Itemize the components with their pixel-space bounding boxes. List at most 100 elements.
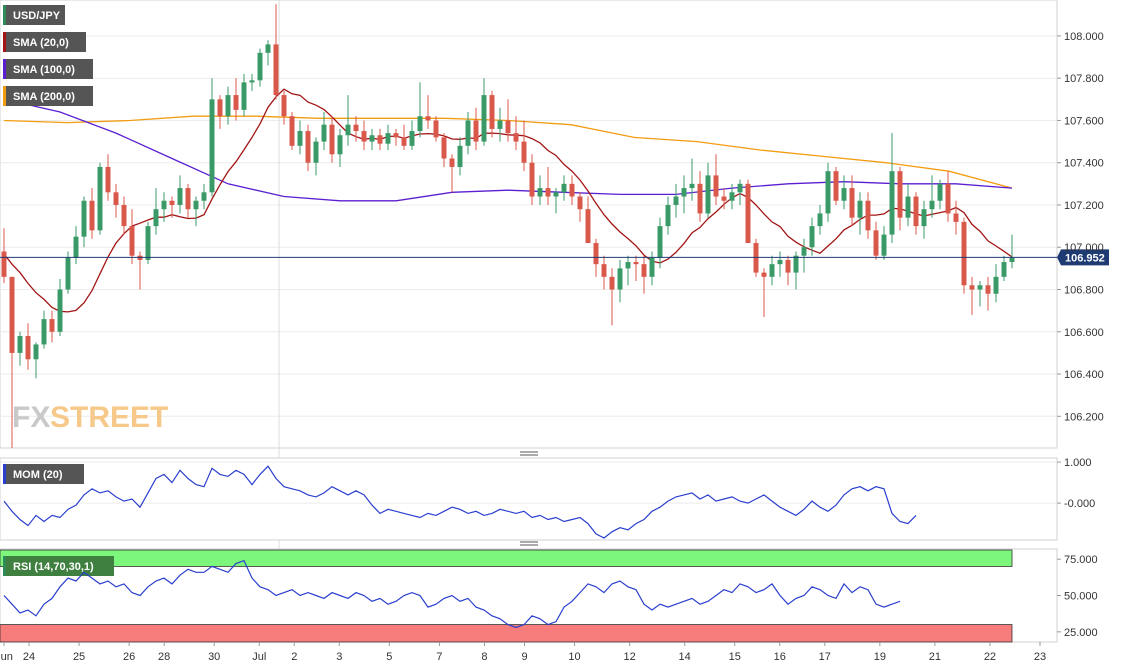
legend-box: [6, 59, 93, 79]
y-tick-label: 107.800: [1064, 73, 1104, 85]
candle-body: [377, 135, 383, 144]
candle-body: [697, 183, 703, 214]
candle-body: [329, 124, 335, 155]
candle-body: [153, 209, 159, 227]
candle-body: [889, 171, 895, 235]
candle-body: [57, 289, 63, 332]
candle-body: [897, 171, 903, 218]
candle-body: [369, 135, 375, 142]
legend-label: SMA (20,0): [13, 37, 69, 49]
candle-body: [217, 99, 223, 117]
rsi-legend-swatch: [3, 556, 6, 576]
candle-body: [289, 116, 295, 146]
candle-body: [489, 95, 495, 129]
candle-body: [553, 192, 559, 197]
x-tick-label: 26: [123, 651, 135, 663]
candle-body: [417, 116, 423, 132]
candle-body: [521, 141, 527, 163]
rsi-bands: RSI (14,70,30,1): [0, 549, 1013, 643]
candle-body: [601, 264, 607, 277]
x-tick-label: 5: [386, 651, 392, 663]
candle-body: [905, 196, 911, 218]
x-tick-label: 2: [291, 651, 297, 663]
candle-body: [425, 116, 431, 121]
candle-body: [641, 264, 647, 277]
candle-body: [233, 95, 239, 110]
candle-body: [833, 171, 839, 201]
y-tick-label: 106.800: [1064, 285, 1104, 297]
panel-resize-handle[interactable]: [519, 451, 539, 457]
panel-resize-handle[interactable]: [519, 541, 539, 547]
candle-body: [585, 209, 591, 244]
candle-body: [313, 141, 319, 163]
candle-body: [865, 200, 871, 231]
candle-body: [633, 262, 639, 265]
candle-body: [921, 209, 927, 227]
candle-body: [705, 175, 711, 214]
y-tick-label: 107.000: [1064, 242, 1104, 254]
x-tick-label: 21: [929, 651, 941, 663]
candles: [1, 4, 1015, 448]
candle-body: [825, 171, 831, 214]
x-tick-label: 24: [23, 651, 35, 663]
candle-body: [505, 120, 511, 134]
y-tick-label: 107.200: [1064, 200, 1104, 212]
legend-label: USD/JPY: [13, 10, 61, 22]
candle-body: [361, 131, 367, 142]
legend-label: SMA (200,0): [13, 91, 75, 103]
candle-body: [545, 188, 551, 197]
mom-line: [3, 465, 917, 539]
candle-body: [161, 200, 167, 210]
candle-body: [537, 188, 543, 197]
candle-body: [73, 236, 79, 258]
x-tick-label: 9: [521, 651, 527, 663]
candle-body: [113, 192, 119, 205]
candle-body: [793, 255, 799, 273]
candle-body: [593, 243, 599, 265]
x-tick-label: 22: [984, 651, 996, 663]
rsi-path: [3, 559, 901, 629]
mom-legend-label: MOM (20): [13, 469, 63, 481]
legend-label: SMA (100,0): [13, 64, 75, 76]
candle-body: [177, 188, 183, 205]
candle-body: [689, 183, 695, 189]
candle-body: [569, 183, 575, 197]
mom-legend-swatch: [3, 464, 6, 484]
y-tick-label: 106.600: [1064, 327, 1104, 339]
candle-body: [265, 44, 271, 53]
candle-body: [257, 52, 263, 81]
candle-body: [281, 95, 287, 117]
candle-body: [849, 188, 855, 218]
current-price-line: 106.952: [0, 249, 1109, 266]
x-tick-label: 10: [568, 651, 580, 663]
candle-body: [617, 268, 623, 290]
candle-body: [769, 264, 775, 277]
x-axis[interactable]: Jun2425262830Jul235789101214151617192122…: [0, 642, 1046, 663]
candle-body: [1, 251, 7, 277]
candle-body: [809, 226, 815, 248]
rsi-legend-box: [6, 556, 114, 576]
candle-body: [41, 319, 47, 345]
candle-body: [169, 200, 175, 205]
candle-body: [481, 95, 487, 142]
mom-y-axis[interactable]: 1.000 -0.000: [1057, 457, 1095, 510]
candle-body: [745, 183, 751, 244]
y-tick-label: 107.600: [1064, 115, 1104, 127]
legend-swatch: [3, 59, 6, 79]
main-y-axis[interactable]: 108.000 107.800 107.600 107.400 107.200 107.0…: [1057, 31, 1104, 423]
rsi-y-tick-label: 25.000: [1064, 627, 1098, 639]
candle-body: [225, 95, 231, 117]
watermark-street: STREET: [50, 401, 168, 434]
x-tick-label: 15: [729, 651, 741, 663]
candle-body: [713, 175, 719, 197]
candle-body: [457, 145, 463, 167]
candle-body: [993, 276, 999, 294]
candle-body: [249, 80, 255, 83]
candle-body: [433, 120, 439, 138]
rsi-y-axis[interactable]: 75.000 50.000 25.000: [1057, 554, 1098, 639]
x-tick-label: Jun: [0, 651, 13, 663]
candle-body: [737, 183, 743, 193]
legend-box: [6, 86, 93, 106]
price-tag: [1057, 249, 1109, 266]
